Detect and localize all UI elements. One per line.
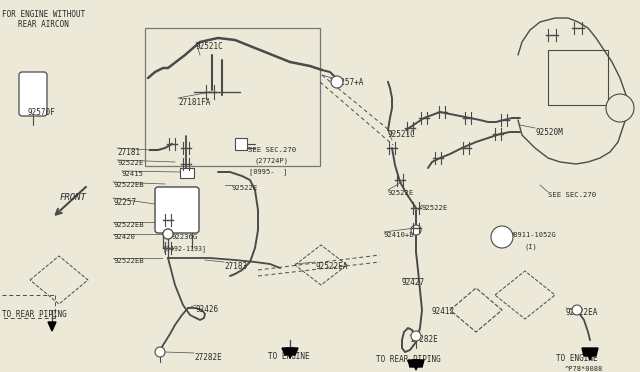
Text: REAR AIRCON: REAR AIRCON: [18, 20, 69, 29]
FancyBboxPatch shape: [155, 187, 199, 233]
Text: 92521C: 92521C: [196, 42, 224, 51]
Text: SEE SEC.270: SEE SEC.270: [248, 147, 296, 153]
Bar: [548, 50, 608, 105]
Text: 92412: 92412: [432, 307, 455, 316]
Polygon shape: [282, 348, 298, 355]
Text: 92522E: 92522E: [388, 190, 414, 196]
Text: 27181FA: 27181FA: [178, 98, 211, 107]
Text: FRONT: FRONT: [60, 193, 87, 202]
Text: 27282E: 27282E: [194, 353, 221, 362]
Text: SEE SEC.270: SEE SEC.270: [548, 192, 596, 198]
Circle shape: [411, 225, 421, 235]
Polygon shape: [286, 348, 294, 358]
Circle shape: [163, 229, 173, 239]
Text: 92522EB: 92522EB: [113, 258, 143, 264]
Circle shape: [411, 331, 421, 341]
Text: [0492-1193]: [0492-1193]: [163, 245, 207, 252]
Circle shape: [572, 305, 582, 315]
Polygon shape: [48, 322, 56, 331]
Text: 92410+B: 92410+B: [384, 232, 415, 238]
Text: 92522EB: 92522EB: [113, 182, 143, 188]
Text: (I): (I): [524, 243, 537, 250]
Circle shape: [491, 226, 513, 248]
Circle shape: [331, 76, 343, 88]
Text: (27724P): (27724P): [255, 158, 289, 164]
Text: 92420: 92420: [113, 234, 135, 240]
Text: 92520M: 92520M: [535, 128, 563, 137]
Text: 92522E: 92522E: [422, 205, 448, 211]
Text: 08911-1052G: 08911-1052G: [510, 232, 557, 238]
Text: 92236G: 92236G: [172, 234, 198, 240]
Text: 92522EA: 92522EA: [566, 308, 598, 317]
FancyBboxPatch shape: [19, 72, 47, 116]
Text: TO ENGINE: TO ENGINE: [268, 352, 310, 361]
Polygon shape: [582, 348, 598, 356]
Text: TO REAR PIPING: TO REAR PIPING: [376, 355, 441, 364]
Text: N: N: [498, 232, 506, 242]
Text: [0995-  ]: [0995- ]: [249, 168, 287, 175]
Text: ^P78*0088: ^P78*0088: [565, 366, 604, 372]
Text: 92522E: 92522E: [232, 185, 259, 191]
Polygon shape: [408, 360, 424, 367]
Text: 92415: 92415: [122, 171, 144, 177]
Text: 92522E: 92522E: [117, 160, 143, 166]
Text: 27181: 27181: [117, 148, 140, 157]
Polygon shape: [586, 350, 594, 360]
Text: TO ENGINE: TO ENGINE: [556, 354, 598, 363]
Text: 92521C: 92521C: [388, 130, 416, 139]
Text: 27183: 27183: [224, 262, 247, 271]
Text: 92570F: 92570F: [28, 108, 56, 117]
Polygon shape: [412, 360, 420, 370]
Text: 92426: 92426: [196, 305, 219, 314]
Bar: [145, 28, 320, 166]
Text: 92522EA: 92522EA: [315, 262, 348, 271]
Circle shape: [155, 347, 165, 357]
Bar: [180, 168, 194, 178]
Text: 92257: 92257: [113, 198, 136, 207]
Text: 27282E: 27282E: [410, 335, 438, 344]
Text: 92522EB: 92522EB: [113, 222, 143, 228]
Text: TO REAR PIPING: TO REAR PIPING: [2, 310, 67, 319]
Text: 92257+A: 92257+A: [332, 78, 364, 87]
Text: FOR ENGINE WITHOUT: FOR ENGINE WITHOUT: [2, 10, 85, 19]
Circle shape: [163, 229, 173, 239]
Bar: [235, 138, 247, 150]
Circle shape: [606, 94, 634, 122]
Text: 92427: 92427: [402, 278, 425, 287]
